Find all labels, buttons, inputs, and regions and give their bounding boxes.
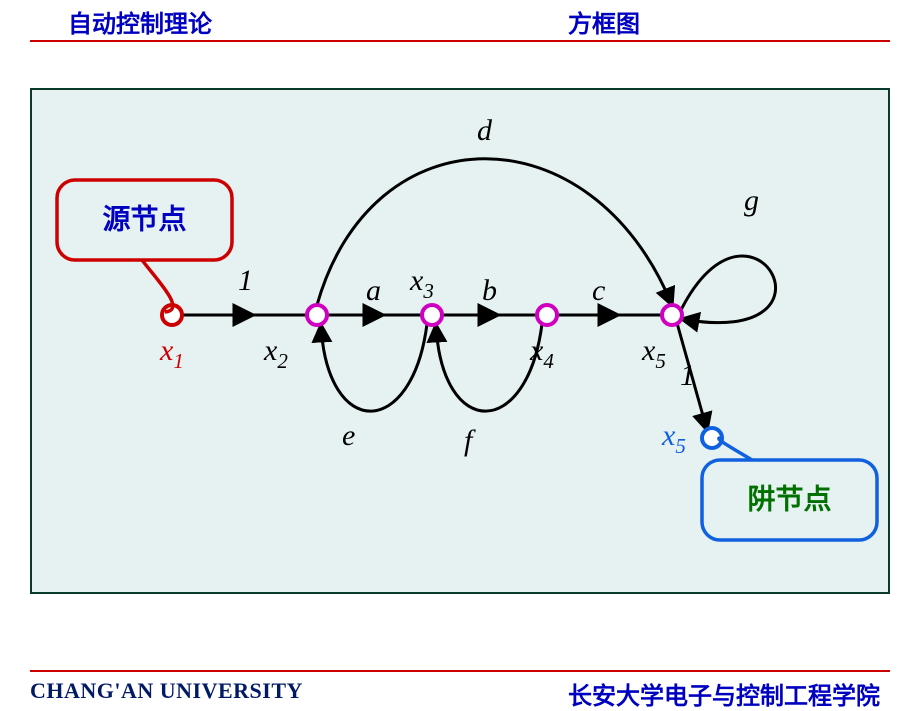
signal-flow-graph-frame: 1abcdefg1x1x2x3x4x5x5 源节点阱节点 xyxy=(30,88,890,594)
node-x5 xyxy=(662,305,682,325)
edge-label-b: b xyxy=(482,274,497,307)
edge-label-1: 1 xyxy=(238,264,253,297)
node-x2 xyxy=(307,305,327,325)
signal-flow-graph: 1abcdefg1x1x2x3x4x5x5 源节点阱节点 xyxy=(32,90,888,592)
edge-label-d: d xyxy=(477,114,493,147)
edge-label-e: e xyxy=(342,419,355,452)
callout-sink-text: 阱节点 xyxy=(747,484,831,516)
edge-label-c: c xyxy=(592,274,605,307)
callout-source-text: 源节点 xyxy=(102,204,186,236)
footer-university-cn: 长安大学电子与控制工程学院 xyxy=(568,676,880,711)
edge-label-g: g xyxy=(744,184,759,217)
slide-footer: CHANG'AN UNIVERSITY 长安大学电子与控制工程学院 xyxy=(30,670,890,672)
header-left-title: 自动控制理论 xyxy=(68,4,212,39)
node-x4 xyxy=(537,305,557,325)
footer-university-en: CHANG'AN UNIVERSITY xyxy=(30,678,303,704)
edge-label-1: 1 xyxy=(680,359,695,392)
node-x3 xyxy=(422,305,442,325)
edge-label-a: a xyxy=(366,274,381,307)
slide-header: 自动控制理论 方框图 xyxy=(30,2,890,42)
header-right-title: 方框图 xyxy=(568,4,640,39)
